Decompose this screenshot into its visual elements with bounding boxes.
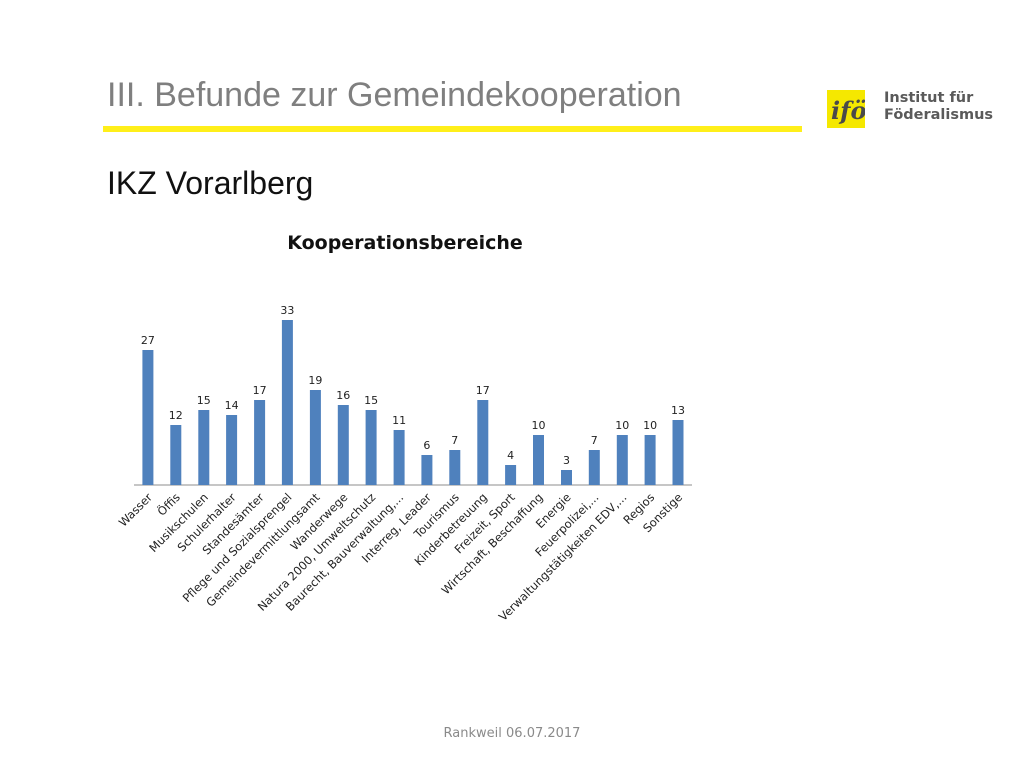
data-label: 4 (507, 449, 514, 462)
data-label: 16 (336, 389, 350, 402)
data-label: 3 (563, 454, 570, 467)
bar (672, 420, 684, 485)
slide-subtitle: IKZ Vorarlberg (107, 165, 314, 201)
bar (505, 465, 517, 485)
bar (198, 410, 210, 485)
institute-logo: ifö Institut für Föderalismus (822, 84, 993, 136)
data-label: 6 (423, 439, 430, 452)
data-label: 14 (225, 399, 239, 412)
data-label: 15 (197, 394, 211, 407)
bar (533, 435, 544, 485)
x-tick-label: Wasser (116, 490, 155, 529)
data-label: 12 (169, 409, 183, 422)
logo-line-1: Institut für (884, 90, 974, 106)
data-label: 11 (392, 414, 406, 427)
bar (588, 450, 600, 485)
data-label: 15 (364, 394, 378, 407)
data-label: 10 (532, 419, 546, 432)
logo-line-2: Föderalismus (884, 107, 994, 123)
bar (309, 390, 321, 485)
bar (561, 470, 572, 485)
data-label: 17 (476, 384, 490, 397)
bar (337, 405, 349, 485)
data-label: 17 (253, 384, 267, 397)
bar (449, 450, 461, 485)
title-underline (103, 126, 802, 132)
bar (254, 400, 266, 485)
data-label: 10 (643, 419, 657, 432)
slide-title: III. Befunde zur Gemeindekooperation (107, 76, 682, 114)
data-label: 10 (615, 419, 629, 432)
bar (365, 410, 377, 485)
data-label: 19 (308, 374, 322, 387)
bar (644, 435, 656, 485)
data-label: 13 (671, 404, 685, 417)
bar (616, 435, 628, 485)
bar (142, 350, 154, 485)
footer-date: Rankweil 06.07.2017 (443, 726, 581, 741)
chart-title: Kooperationsbereiche (287, 232, 523, 254)
logo-mark-text: ifö (831, 96, 865, 125)
data-label: 7 (591, 434, 598, 447)
data-label: 27 (141, 334, 155, 347)
bar (393, 430, 405, 485)
bar (421, 455, 433, 485)
bar (281, 320, 293, 485)
bar (170, 425, 182, 485)
bar (226, 415, 238, 485)
data-label: 7 (451, 434, 458, 447)
ifoe-logo-icon: ifö (827, 90, 865, 128)
data-label: 33 (280, 304, 294, 317)
bar (477, 400, 489, 485)
